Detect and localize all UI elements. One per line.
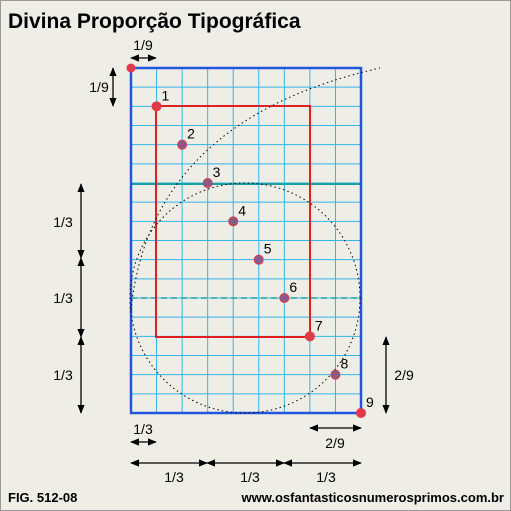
point bbox=[126, 63, 136, 73]
label: 1/9 bbox=[89, 79, 109, 95]
point-label: 5 bbox=[264, 241, 272, 257]
circle bbox=[129, 182, 361, 414]
point bbox=[330, 369, 341, 380]
url: www.osfantasticosnumerosprimos.com.br bbox=[241, 490, 504, 505]
label: 2/9 bbox=[325, 435, 345, 451]
point bbox=[253, 254, 264, 265]
point bbox=[356, 408, 366, 418]
dimensions bbox=[77, 54, 390, 467]
point bbox=[202, 178, 213, 188]
label: 1/3 bbox=[133, 421, 153, 437]
label: 1/3 bbox=[53, 367, 73, 383]
figure-label: FIG. 512-08 bbox=[8, 490, 77, 505]
points: 1 2 3 4 5 6 7 8 9 bbox=[126, 63, 374, 418]
label: 1/3 bbox=[53, 214, 73, 230]
label: 1/3 bbox=[240, 469, 260, 485]
page bbox=[129, 66, 363, 415]
point bbox=[151, 101, 162, 112]
label: 2/9 bbox=[394, 367, 414, 383]
point-label: 1 bbox=[162, 87, 170, 103]
point-label: 4 bbox=[238, 202, 246, 218]
title: Divina Proporção Tipográfica bbox=[8, 10, 301, 33]
point bbox=[304, 331, 315, 342]
text-block bbox=[155, 105, 311, 338]
point bbox=[177, 139, 188, 150]
point-label: 8 bbox=[340, 356, 348, 372]
point bbox=[228, 216, 239, 227]
label: 1/3 bbox=[316, 469, 336, 485]
point-label: 6 bbox=[289, 279, 297, 295]
point-label: 7 bbox=[315, 317, 323, 333]
label: 1/9 bbox=[133, 37, 153, 53]
label: 1/3 bbox=[53, 290, 73, 306]
point bbox=[279, 293, 290, 303]
point-label: 9 bbox=[366, 394, 374, 410]
label: 1/3 bbox=[164, 469, 184, 485]
point-label: 3 bbox=[213, 164, 221, 180]
point-label: 2 bbox=[187, 126, 195, 142]
arc bbox=[130, 67, 381, 311]
